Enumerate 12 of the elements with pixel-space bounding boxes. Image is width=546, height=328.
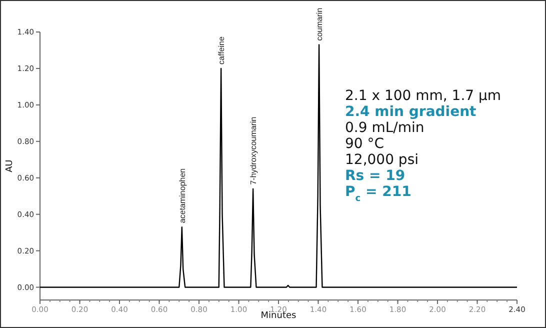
annotation: 12,000 psi xyxy=(345,152,419,168)
annotation: acetaminophen xyxy=(178,168,187,224)
annotation: 2.1 x 100 mm, 1.7 µm xyxy=(345,88,502,104)
annotation: coumarin xyxy=(315,8,324,41)
y-axis-title: AU xyxy=(5,160,15,172)
annotation: caffeine xyxy=(217,36,226,64)
annotation: 90 °C xyxy=(345,136,384,152)
annotation: 0.9 mL/min xyxy=(345,120,424,136)
annotation: 7-hydroxycoumarin xyxy=(249,116,258,185)
annotation: Rs = 19 xyxy=(345,168,406,184)
annotation: P$_{c}$ = 211 xyxy=(345,184,412,204)
annotation: 2.4 min gradient xyxy=(345,104,477,120)
